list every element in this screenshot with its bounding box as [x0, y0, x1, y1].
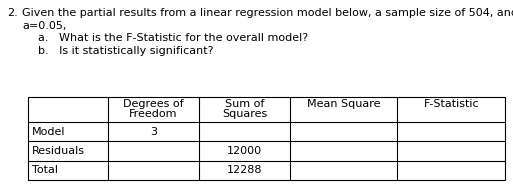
Text: F-Statistic: F-Statistic — [423, 99, 479, 109]
Text: a=0.05,: a=0.05, — [22, 21, 66, 31]
Text: Freedom: Freedom — [129, 109, 177, 119]
Text: Degrees of: Degrees of — [123, 99, 184, 109]
Text: Model: Model — [32, 127, 66, 137]
Text: b.   Is it statistically significant?: b. Is it statistically significant? — [38, 46, 213, 56]
Text: Given the partial results from a linear regression model below, a sample size of: Given the partial results from a linear … — [22, 8, 513, 18]
Text: 12288: 12288 — [227, 165, 262, 175]
Bar — [28, 97, 505, 180]
Text: Mean Square: Mean Square — [307, 99, 381, 109]
Text: 12000: 12000 — [227, 146, 262, 156]
Text: Total: Total — [32, 165, 58, 175]
Text: 3: 3 — [150, 127, 157, 137]
Text: Sum of: Sum of — [225, 99, 264, 109]
Text: 2.: 2. — [7, 8, 18, 18]
Text: Residuals: Residuals — [32, 146, 85, 156]
Text: Squares: Squares — [222, 109, 267, 119]
Text: a.   What is the F-Statistic for the overall model?: a. What is the F-Statistic for the overa… — [38, 33, 308, 43]
